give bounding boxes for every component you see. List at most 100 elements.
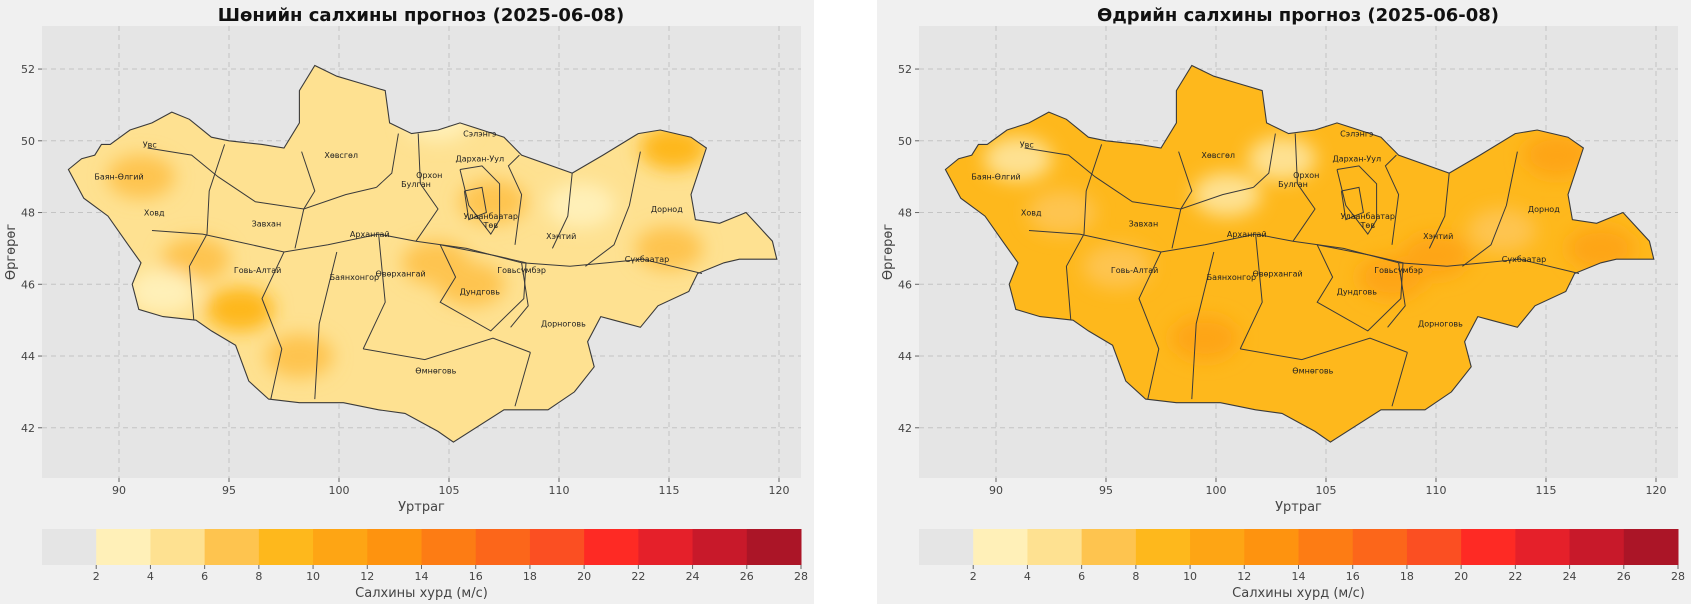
day-province-boundary [1292, 133, 1316, 242]
night-province-label: Дундговь [460, 287, 501, 296]
day-colorbar-label: Салхины хурд (м/с) [1232, 586, 1365, 601]
night-wind-speed-patch [206, 287, 274, 332]
day-tick-label-x: 100 [1206, 484, 1227, 497]
night-colorbar-tick-label: 14 [415, 570, 429, 583]
day-colorbar-tick-label: 6 [1078, 570, 1085, 583]
day-colorbar-bin [1190, 529, 1245, 565]
day-province-label: Булган [1278, 180, 1308, 189]
day-colorbar-bin [1352, 529, 1408, 565]
day-province-boundary [1391, 352, 1408, 407]
day-province-boundary [1138, 251, 1162, 400]
night-province-label: Архангай [350, 230, 390, 239]
day-province-label: Баянхонгор [1207, 273, 1256, 282]
night-tick-label-y: 48 [21, 207, 35, 220]
night-colorbar-bin [421, 529, 477, 565]
day-tick-label-x: 120 [1646, 484, 1667, 497]
day-wind-speed-patch [1468, 208, 1536, 253]
night-colorbar-tick-label: 6 [201, 570, 208, 583]
night-province-label: Улаанбаатар [464, 212, 518, 221]
night-colorbar-tick-label: 26 [740, 570, 754, 583]
night-province-boundary [514, 352, 531, 407]
day-wind-speed-patch [1028, 190, 1096, 235]
day-province-boundary [1240, 337, 1408, 361]
night-colorbar-tick-label: 8 [255, 570, 262, 583]
night-country-outline [67, 64, 778, 443]
day-wind-panel: Өдрийн салхины прогноз (2025-06-08) 90 95… [877, 0, 1691, 604]
night-x-axis-label: Уртраг [398, 500, 445, 515]
day-province-boundary [1428, 173, 1450, 249]
night-colorbar-bin [529, 529, 585, 565]
night-province-label: Өвөрхангай [376, 270, 426, 279]
night-province-boundary [147, 147, 377, 210]
day-colorbar-tick-label: 8 [1132, 570, 1139, 583]
night-colorbar-label: Салхины хурд (м/с) [355, 586, 488, 601]
night-province-label: Хэнтий [546, 232, 576, 241]
night-province-boundary [362, 234, 386, 350]
night-province-boundary [551, 173, 573, 249]
day-colorbar-bin [1027, 529, 1083, 565]
night-wind-speed-patch [401, 240, 470, 285]
night-province-label: Дорнод [651, 205, 683, 214]
day-province-label: Дархан-Уул [1332, 155, 1381, 164]
night-province-label: Говьсүмбэр [497, 266, 546, 275]
night-colorbar-bin [475, 529, 531, 565]
day-colorbar-bin [919, 529, 974, 565]
night-y-axis-label: Өргөрөг [4, 224, 19, 280]
day-colorbar-bin [1515, 529, 1571, 565]
day-province-label: Хэнтий [1423, 232, 1453, 241]
night-colorbar-bin [258, 529, 314, 565]
night-province-label: Дорноговь [541, 320, 586, 329]
day-country-outline [944, 64, 1655, 443]
night-province-label: Төв [483, 221, 499, 230]
day-colorbar-tick-label: 24 [1563, 570, 1577, 583]
day-wind-speed-patch [1523, 133, 1591, 178]
night-wind-speed-patch [107, 154, 175, 199]
day-province-boundary [1336, 165, 1378, 235]
day-province-boundary [1253, 133, 1276, 188]
day-province-label: Баян-Өлгий [971, 173, 1020, 182]
night-province-boundary [314, 251, 338, 400]
night-tick-label-x: 100 [329, 484, 350, 497]
day-tick-label-y: 48 [898, 207, 912, 220]
day-wind-speed-patch [1402, 233, 1470, 278]
night-colorbar-tick-label: 4 [147, 570, 154, 583]
night-province-boundary [459, 165, 501, 235]
night-province-boundary [363, 337, 531, 361]
day-province-boundary [1316, 244, 1404, 332]
night-province-boundary [415, 133, 439, 242]
day-colorbar-bin [1569, 529, 1625, 565]
night-province-boundary [585, 151, 641, 267]
day-colorbar-bin [1081, 529, 1137, 565]
night-province-boundary [188, 144, 226, 321]
night-colorbar-bin [150, 529, 206, 565]
day-province-boundary [1387, 262, 1406, 328]
day-province-label: Увс [1020, 140, 1034, 149]
night-wind-panel: Шөнийн салхины прогноз (2025-06-08) 90 95… [0, 0, 814, 604]
day-province-label: Өмнөговь [1292, 366, 1333, 375]
day-colorbar-tick-label: 28 [1671, 570, 1685, 583]
day-province-label: Өвөрхангай [1253, 270, 1303, 279]
night-province-label: Баян-Өлгий [94, 173, 143, 182]
night-tick-label-x: 90 [112, 484, 126, 497]
day-province-label: Улаанбаатар [1341, 212, 1395, 221]
day-colorbar-tick-label: 2 [970, 570, 977, 583]
day-colorbar-tick-label: 18 [1400, 570, 1414, 583]
day-province-label: Завхан [1129, 219, 1159, 228]
day-wind-speed-patch [984, 136, 1052, 181]
night-tick-label-y: 44 [21, 350, 35, 363]
day-province-label: Орхон [1293, 171, 1319, 180]
night-tick-label-y: 52 [21, 63, 35, 76]
night-colorbar-tick-label: 20 [577, 570, 591, 583]
day-province-boundary [1065, 144, 1103, 321]
day-tick-label-y: 46 [898, 278, 912, 291]
night-province-boundary [294, 151, 316, 249]
night-colorbar-tick-label: 22 [631, 570, 645, 583]
night-colorbar-bin [96, 529, 151, 565]
night-tick-label-x: 120 [769, 484, 790, 497]
day-province-label: Дундговь [1337, 287, 1378, 296]
day-colorbar-bin [1244, 529, 1299, 565]
night-province-label: Говь-Алтай [234, 266, 281, 275]
day-wind-speed-patch [1248, 136, 1316, 181]
night-province-label: Орхон [416, 171, 442, 180]
night-colorbar-bin [313, 529, 368, 565]
